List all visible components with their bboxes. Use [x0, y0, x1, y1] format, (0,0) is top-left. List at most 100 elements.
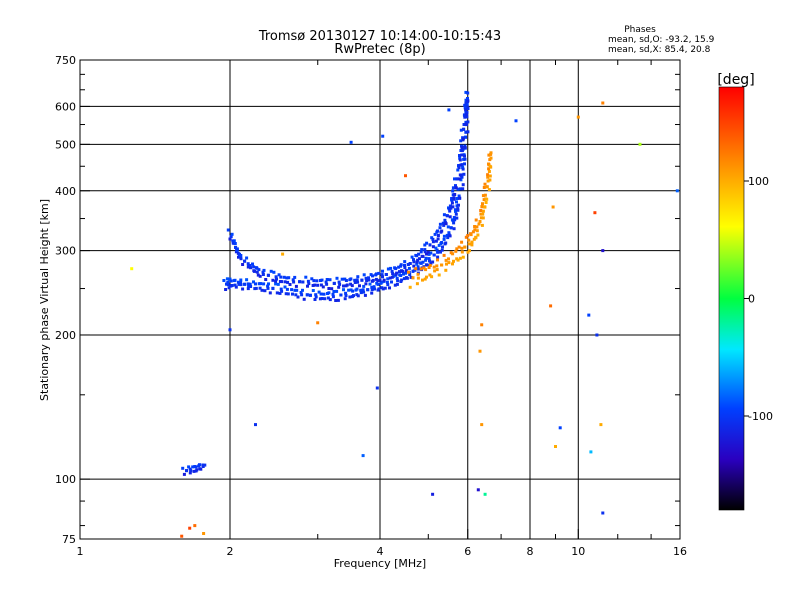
o-mode-lower-point [390, 280, 393, 284]
o-mode-upper-point [401, 269, 404, 273]
o-mode-lower-point [313, 298, 317, 301]
o-mode-lower-point [411, 269, 415, 273]
low-echo-point [201, 465, 205, 468]
o-mode-lower-point [458, 187, 462, 191]
o-mode-upper-point [252, 265, 256, 269]
x-mode-point [486, 179, 490, 183]
y-tick-label: 500 [55, 138, 76, 151]
o-mode-upper-point [417, 252, 421, 256]
o-mode-lower-point [276, 282, 280, 286]
o-mode-upper-point [292, 280, 296, 284]
scatter-point [316, 321, 320, 325]
x-mode-point [452, 259, 455, 263]
o-mode-upper-point [248, 264, 252, 267]
x-mode-point [475, 229, 479, 233]
o-mode-lower-point [226, 281, 230, 284]
o-mode-upper-point [431, 245, 435, 249]
stats-line-x: mean, sd,X: 85.4, 20.8 [608, 45, 711, 55]
o-mode-upper-point [448, 215, 452, 219]
o-mode-upper-point [450, 197, 454, 200]
o-mode-lower-point [290, 288, 294, 292]
o-mode-lower-point [318, 297, 322, 301]
o-mode-lower-point [224, 288, 228, 291]
o-mode-upper-point [298, 280, 302, 284]
x-mode-point [472, 237, 476, 241]
o-mode-upper-point [443, 218, 447, 222]
x-mode-point [437, 273, 441, 277]
scatter-point [193, 524, 197, 528]
scatter-point [254, 423, 257, 427]
x-mode-point [445, 262, 448, 266]
low-echo-point [181, 466, 185, 470]
o-mode-lower-point [362, 284, 366, 288]
x-mode-point [484, 201, 488, 204]
x-mode-point [481, 216, 485, 220]
o-mode-upper-point [419, 250, 423, 254]
o-mode-lower-point [460, 175, 464, 179]
y-tick-label: 600 [55, 100, 76, 113]
x-mode-point [425, 275, 428, 279]
scatter-point [601, 511, 605, 515]
x-mode-point [489, 151, 493, 155]
o-mode-lower-point [409, 275, 413, 279]
o-mode-lower-point [226, 283, 230, 287]
x-mode-point [421, 278, 424, 282]
o-mode-upper-point [462, 113, 466, 117]
x-mode-point [454, 249, 458, 253]
o-mode-lower-point [363, 293, 367, 297]
o-mode-lower-point [370, 288, 374, 292]
o-mode-lower-point [301, 288, 304, 292]
o-mode-upper-point [315, 279, 319, 283]
o-mode-upper-point [286, 280, 290, 284]
o-mode-upper-point [463, 115, 467, 119]
x-mode-point [479, 209, 483, 212]
o-mode-upper-point [312, 279, 316, 283]
o-mode-upper-point [362, 273, 366, 277]
o-mode-upper-point [425, 252, 428, 256]
o-mode-lower-point [246, 287, 250, 291]
o-mode-lower-point [376, 282, 380, 286]
o-mode-upper-point [228, 237, 232, 241]
y-tick-label: 200 [55, 329, 76, 342]
scatter-point [576, 115, 580, 119]
o-mode-upper-point [421, 254, 425, 258]
o-mode-upper-point [440, 229, 444, 233]
x-mode-point [463, 245, 467, 249]
o-mode-lower-point [453, 208, 457, 212]
o-mode-upper-point [418, 257, 421, 261]
o-mode-lower-point [245, 278, 249, 282]
o-mode-upper-point [328, 278, 332, 282]
low-echo-point [194, 465, 198, 469]
o-mode-upper-point [233, 242, 237, 245]
o-mode-lower-point [229, 279, 233, 283]
o-mode-upper-point [246, 262, 250, 266]
o-mode-upper-point [390, 269, 394, 273]
o-mode-upper-point [460, 146, 464, 149]
o-mode-lower-point [415, 262, 419, 266]
x-tick-label: 4 [377, 545, 384, 558]
o-mode-upper-point [274, 275, 278, 279]
o-mode-lower-point [336, 298, 340, 302]
o-mode-lower-point [434, 246, 438, 250]
o-mode-lower-point [328, 298, 332, 302]
o-mode-lower-point [263, 289, 267, 293]
o-mode-lower-point [464, 120, 468, 124]
o-mode-upper-point [256, 273, 260, 277]
scatter-point [551, 205, 555, 209]
o-mode-upper-point [463, 106, 467, 110]
o-mode-lower-point [326, 296, 330, 300]
o-mode-lower-point [372, 285, 376, 289]
x-axis-label: Frequency [MHz] [334, 557, 426, 570]
o-mode-upper-point [376, 279, 380, 283]
o-mode-lower-point [370, 285, 374, 289]
x-mode-point [477, 222, 481, 226]
o-mode-upper-point [266, 273, 270, 277]
o-mode-upper-point [425, 241, 429, 245]
o-mode-upper-point [277, 273, 281, 277]
o-mode-lower-point [440, 241, 444, 244]
x-mode-point [488, 178, 492, 182]
x-mode-point [478, 220, 482, 223]
o-mode-upper-point [412, 258, 415, 262]
o-mode-upper-point [319, 283, 323, 287]
x-mode-point [430, 275, 434, 279]
